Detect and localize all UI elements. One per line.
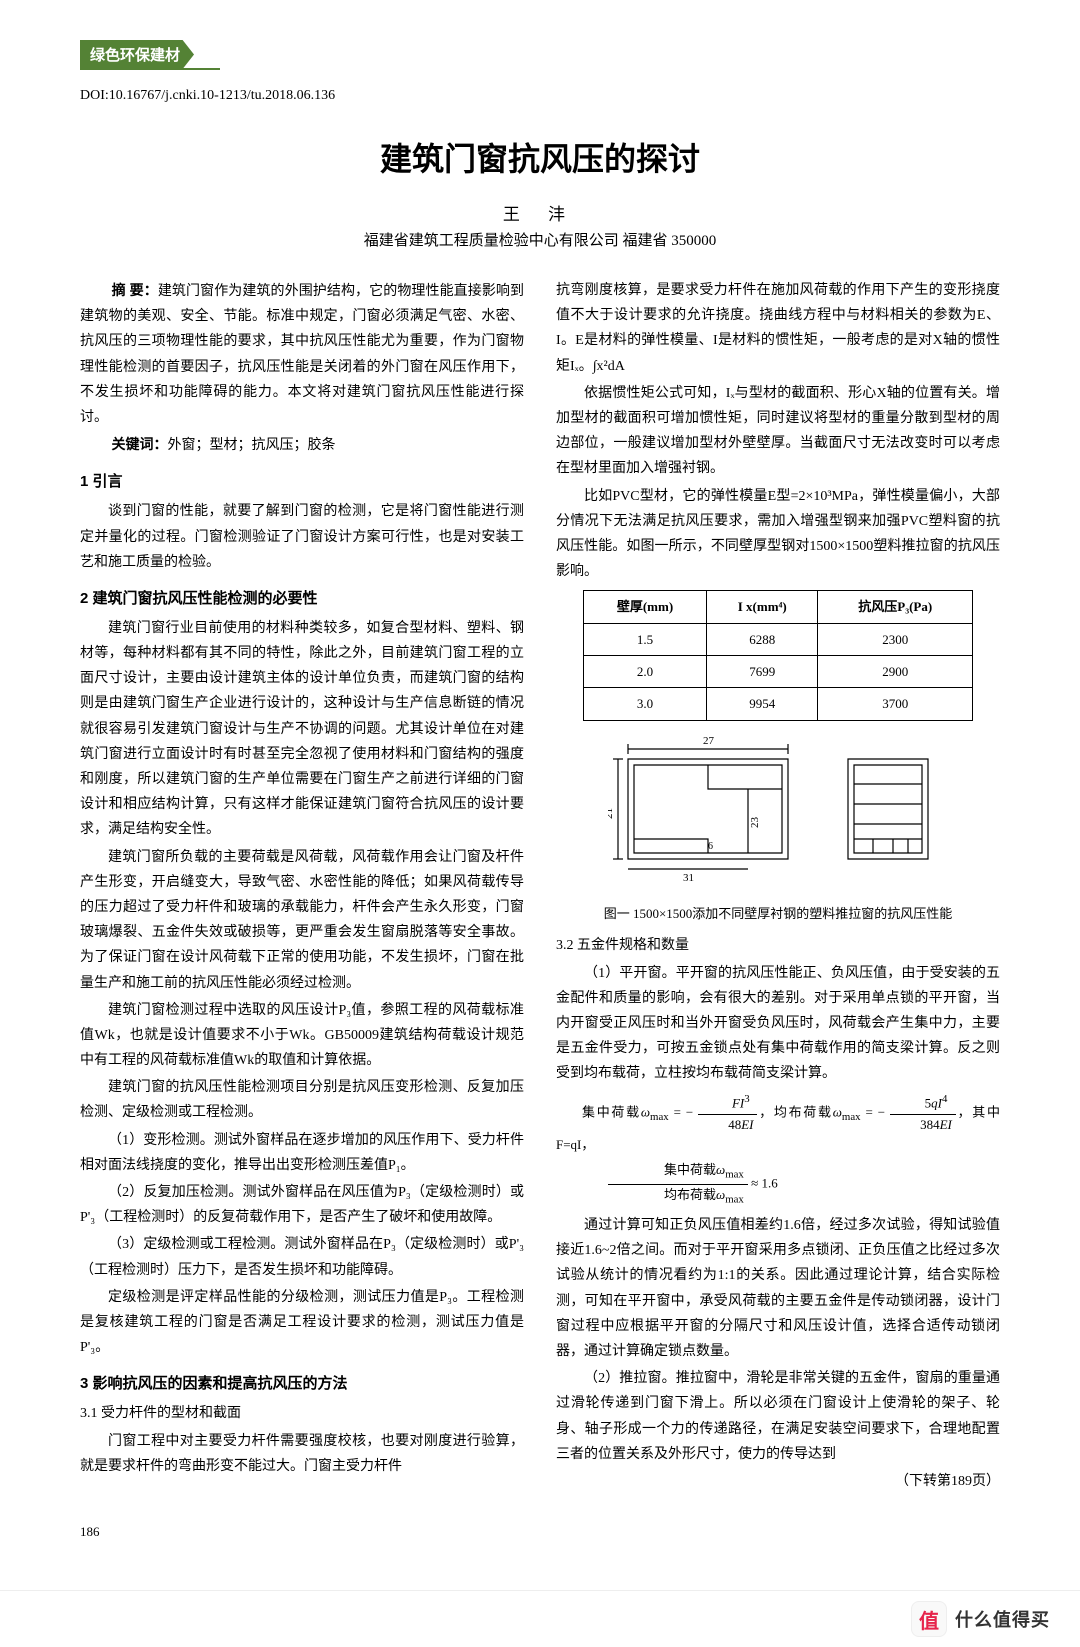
section-2-heading: 2 建筑门窗抗风压性能检测的必要性 bbox=[80, 585, 524, 612]
svg-text:27: 27 bbox=[703, 735, 715, 747]
formula-block-2: 集中荷载ωmax均布荷载ωmax ≈ 1.6 bbox=[556, 1160, 1000, 1209]
doi-text: DOI:10.16767/j.cnki.10-1213/tu.2018.06.1… bbox=[80, 88, 1000, 104]
section-3-heading: 3 影响抗风压的因素和提高抗风压的方法 bbox=[80, 1370, 524, 1397]
abstract-label: 摘 要： bbox=[112, 282, 158, 298]
category-block: 绿色环保建材 bbox=[80, 40, 1000, 70]
author-name: 王 沣 bbox=[80, 200, 1000, 225]
section-3-2-p2: 通过计算可知正负风压值相差约1.6倍，经过多次试验，得知试验值接近1.6~2倍之… bbox=[556, 1213, 1000, 1364]
site-logo-icon: 值 bbox=[911, 1601, 947, 1637]
wall-thickness-table: 壁厚(mm) I x(mm⁴) 抗风压P₃(Pa) 1.5 6288 2300 … bbox=[583, 590, 974, 721]
keywords-label: 关键词： bbox=[112, 436, 168, 452]
right-p1: 抗弯刚度核算，是要求受力杆件在施加风荷载的作用下产生的变形挠度值不大于设计要求的… bbox=[556, 278, 1000, 379]
section-2-p5: 定级检测是评定样品性能的分级检测，测试压力值是P₃。工程检测是复核建筑工程的门窗… bbox=[80, 1285, 524, 1361]
two-column-layout: 摘 要：建筑门窗作为建筑的外围护结构，它的物理性能直接影响到建筑物的美观、安全、… bbox=[80, 278, 1000, 1494]
table-header-row: 壁厚(mm) I x(mm⁴) 抗风压P₃(Pa) bbox=[583, 591, 973, 623]
continuation-note: （下转第189页） bbox=[556, 1469, 1000, 1494]
section-1-p1: 谈到门窗的性能，就要了解到门窗的检测，它是将门窗性能进行测定并量化的过程。门窗检… bbox=[80, 499, 524, 575]
section-2-li2: （2）反复加压检测。测试外窗样品在风压值为P₃（定级检测时）或P'₃（工程检测时… bbox=[80, 1180, 524, 1230]
author-block: 王 沣 福建省建筑工程质量检验中心有限公司 福建省 350000 bbox=[80, 200, 1000, 250]
table-row: 2.0 7699 2900 bbox=[583, 656, 973, 688]
paper-title: 建筑门窗抗风压的探讨 bbox=[80, 134, 1000, 180]
table-th: 抗风压P₃(Pa) bbox=[818, 591, 973, 623]
section-2-p2: 建筑门窗所负载的主要荷载是风荷载，风荷载作用会让门窗及杆件产生形变，开启缝变大，… bbox=[80, 845, 524, 996]
section-3-2-p3: （2）推拉窗。推拉窗中，滑轮是非常关键的五金件，窗扇的重量通过滑轮传递到门窗下滑… bbox=[556, 1366, 1000, 1467]
page-content: 绿色环保建材 DOI:10.16767/j.cnki.10-1213/tu.20… bbox=[0, 0, 1080, 1590]
right-p2: 依据惯性矩公式可知，Iₓ与型材的截面积、形心X轴的位置有关。增加型材的截面积可增… bbox=[556, 381, 1000, 482]
table-cell: 3.0 bbox=[583, 688, 707, 720]
section-3-2-heading: 3.2 五金件规格和数量 bbox=[556, 933, 1000, 958]
site-footer-text: 什么值得买 bbox=[955, 1606, 1050, 1632]
svg-text:21: 21 bbox=[608, 808, 615, 819]
section-3-2-p1: （1）平开窗。平开窗的抗风压性能正、负风压值，由于受安装的五金配件和质量的影响，… bbox=[556, 961, 1000, 1087]
section-2-p4: 建筑门窗的抗风压性能检测项目分别是抗风压变形检测、反复加压检测、定级检测或工程检… bbox=[80, 1075, 524, 1125]
section-2-li1: （1）变形检测。测试外窗样品在逐步增加的风压作用下、受力杆件相对面法线挠度的变化… bbox=[80, 1128, 524, 1178]
right-column: 抗弯刚度核算，是要求受力杆件在施加风荷载的作用下产生的变形挠度值不大于设计要求的… bbox=[556, 278, 1000, 1494]
profile-figure: 27 21 23 31 6 bbox=[556, 729, 1000, 898]
table-cell: 3700 bbox=[818, 688, 973, 720]
section-3-1-heading: 3.1 受力杆件的型材和截面 bbox=[80, 1401, 524, 1426]
table-cell: 7699 bbox=[707, 656, 818, 688]
left-column: 摘 要：建筑门窗作为建筑的外围护结构，它的物理性能直接影响到建筑物的美观、安全、… bbox=[80, 278, 524, 1494]
table-cell: 1.5 bbox=[583, 623, 707, 655]
table-cell: 6288 bbox=[707, 623, 818, 655]
section-2-p1: 建筑门窗行业目前使用的材料种类较多，如复合型材料、塑料、钢材等，每种材料都有其不… bbox=[80, 616, 524, 843]
category-badge: 绿色环保建材 bbox=[80, 40, 194, 69]
right-p3: 比如PVC型材，它的弹性模量E型=2×10³MPa，弹性模量偏小，大部分情况下无… bbox=[556, 484, 1000, 585]
table-cell: 2900 bbox=[818, 656, 973, 688]
table-cell: 9954 bbox=[707, 688, 818, 720]
svg-text:23: 23 bbox=[749, 816, 761, 828]
section-1-heading: 1 引言 bbox=[80, 468, 524, 495]
table-th: I x(mm⁴) bbox=[707, 591, 818, 623]
abstract-text: 建筑门窗作为建筑的外围护结构，它的物理性能直接影响到建筑物的美观、安全、节能。标… bbox=[80, 284, 524, 425]
figure-caption: 图一 1500×1500添加不同壁厚衬钢的塑料推拉窗的抗风压性能 bbox=[556, 902, 1000, 925]
section-2-p3: 建筑门窗检测过程中选取的风压设计P₃值，参照工程的风荷载标准值Wk，也就是设计值… bbox=[80, 998, 524, 1074]
section-2-li3: （3）定级检测或工程检测。测试外窗样品在P₃（定级检测时）或P'₃（工程检测时）… bbox=[80, 1232, 524, 1282]
page-number: 186 bbox=[80, 1524, 1000, 1540]
table-cell: 2300 bbox=[818, 623, 973, 655]
table-row: 1.5 6288 2300 bbox=[583, 623, 973, 655]
table-th: 壁厚(mm) bbox=[583, 591, 707, 623]
keywords-paragraph: 关键词：外窗；型材；抗风压；胶条 bbox=[80, 432, 524, 458]
svg-text:6: 6 bbox=[708, 841, 713, 852]
svg-text:31: 31 bbox=[683, 872, 694, 884]
table-cell: 2.0 bbox=[583, 656, 707, 688]
affiliation: 福建省建筑工程质量检验中心有限公司 福建省 350000 bbox=[80, 229, 1000, 250]
table-row: 3.0 9954 3700 bbox=[583, 688, 973, 720]
abstract-paragraph: 摘 要：建筑门窗作为建筑的外围护结构，它的物理性能直接影响到建筑物的美观、安全、… bbox=[80, 278, 524, 430]
formula-block: 集中荷载ωmax = − FI348EI，均布荷载ωmax = − 5qI438… bbox=[556, 1091, 1000, 1157]
site-footer: 值 什么值得买 bbox=[0, 1590, 1080, 1647]
profile-diagram-icon: 27 21 23 31 6 bbox=[608, 729, 948, 889]
section-3-1-p1: 门窗工程中对主要受力杆件需要强度校核，也要对刚度进行验算，就是要求杆件的弯曲形变… bbox=[80, 1429, 524, 1479]
keywords-text: 外窗；型材；抗风压；胶条 bbox=[168, 438, 336, 453]
